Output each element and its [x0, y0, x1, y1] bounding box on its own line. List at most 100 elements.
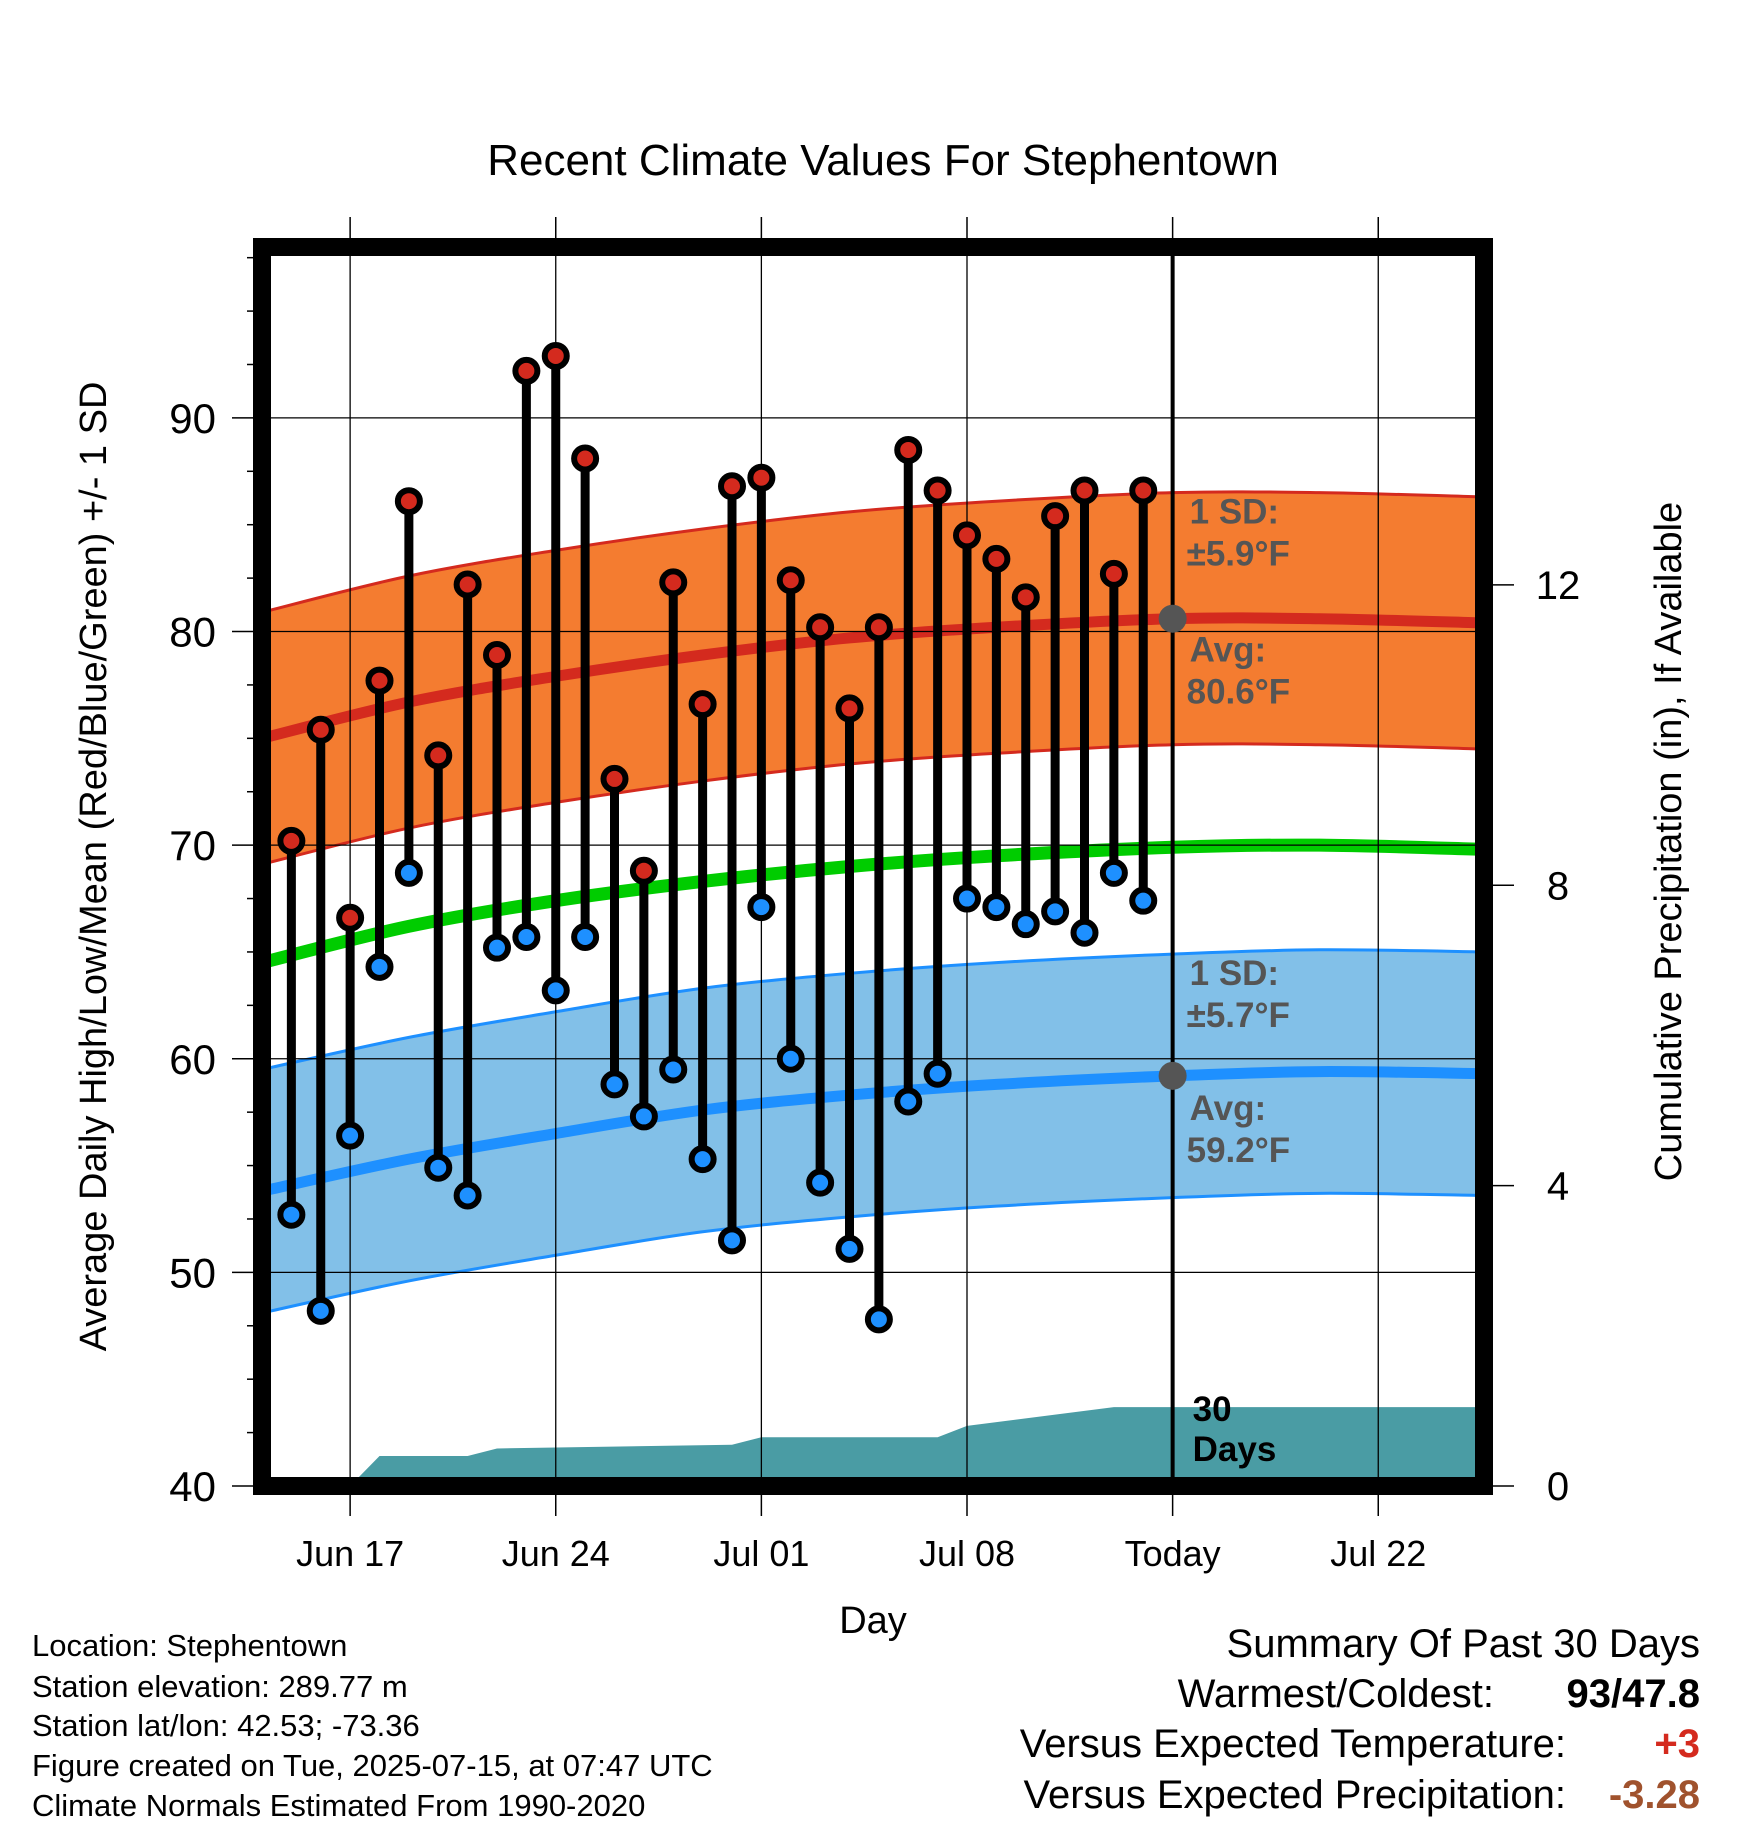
y-tick-label-left: 60: [169, 1036, 216, 1083]
daily-high-point: [659, 568, 688, 597]
daily-low-point: [453, 1181, 482, 1210]
low-avg-annotation-line1: Avg:: [1190, 1089, 1266, 1128]
daily-high-point: [1041, 502, 1070, 531]
temp-vs-expected-label: Versus Expected Temperature:: [1019, 1722, 1566, 1766]
daily-high-point: [835, 694, 864, 723]
precip-days-annotation-line1: 30: [1193, 1390, 1232, 1429]
y-tick-label-right: 12: [1536, 564, 1581, 608]
x-tick-label: Jul 01: [713, 1533, 809, 1574]
daily-high-point: [600, 764, 629, 793]
daily-high-point: [982, 544, 1011, 573]
warmest-coldest-value: 93/47.8: [1566, 1672, 1700, 1716]
y-axis-label-left: Average Daily High/Low/Mean (Red/Blue/Gr…: [73, 382, 115, 1352]
daily-low-point: [776, 1044, 805, 1073]
x-tick-label: Jul 08: [919, 1533, 1015, 1574]
y-tick-label-right: 0: [1547, 1465, 1569, 1509]
daily-low-point: [982, 893, 1011, 922]
daily-low-point: [277, 1200, 306, 1229]
daily-high-point: [306, 715, 335, 744]
daily-high-point: [365, 666, 394, 695]
y-tick-label-right: 4: [1547, 1165, 1569, 1209]
temp-vs-expected-value: +3: [1654, 1722, 1700, 1766]
daily-low-point: [1070, 918, 1099, 947]
precip-days-annotation-line2: Days: [1193, 1430, 1277, 1469]
daily-low-point: [394, 858, 423, 887]
precip-vs-expected-label: Versus Expected Precipitation:: [1023, 1773, 1566, 1817]
y-tick-label-left: 70: [169, 822, 216, 869]
coldest-value: 47.8: [1622, 1672, 1700, 1716]
daily-low-point: [629, 1102, 658, 1131]
daily-low-point: [894, 1087, 923, 1116]
daily-high-point: [277, 826, 306, 855]
x-axis-label: Day: [839, 1600, 907, 1642]
daily-low-point: [512, 922, 541, 951]
high-sd-annotation-line1: 1 SD:: [1190, 493, 1279, 532]
daily-high-point: [629, 856, 658, 885]
low-sd-annotation-line1: 1 SD:: [1190, 954, 1279, 993]
precip-area: [350, 1407, 1484, 1486]
warmest-coldest-label: Warmest/Coldest:: [1177, 1672, 1494, 1716]
daily-high-point: [718, 472, 746, 501]
daily-low-point: [600, 1070, 629, 1099]
daily-high-point: [953, 521, 981, 550]
y-tick-label-left: 40: [169, 1463, 216, 1510]
latlon-text: Station lat/lon: 42.53; -73.36: [32, 1708, 420, 1743]
daily-high-point: [923, 476, 952, 505]
daily-high-point: [394, 487, 423, 516]
low-sd-band: [262, 949, 1484, 1313]
y-tick-label-left: 90: [169, 395, 216, 442]
daily-high-point: [894, 435, 923, 464]
daily-low-point: [1011, 910, 1040, 939]
y-tick-label-left: 80: [169, 609, 216, 656]
daily-high-point: [1099, 559, 1128, 588]
daily-high-point: [336, 903, 365, 932]
mean-normal-line: [262, 838, 1484, 969]
daily-low-point: [1129, 886, 1158, 915]
daily-low-point: [747, 893, 776, 922]
daily-low-point: [953, 884, 981, 913]
summary-title: Summary Of Past 30 Days: [1226, 1622, 1700, 1666]
daily-high-point: [1129, 476, 1158, 505]
daily-low-point: [1099, 858, 1128, 887]
low-avg-annotation-line2: 59.2°F: [1187, 1131, 1291, 1170]
daily-low-point: [365, 952, 394, 981]
daily-low-point: [336, 1121, 365, 1150]
daily-low-point: [571, 922, 600, 951]
x-tick-label: Today: [1125, 1533, 1221, 1574]
y-axis-label-right: Cumulative Precipitation (in), If Availa…: [1648, 502, 1690, 1181]
high-sd-band: [262, 491, 1484, 865]
high-avg-annotation-line2: 80.6°F: [1187, 673, 1291, 712]
y-tick-label-right: 8: [1547, 864, 1569, 908]
x-tick-label: Jun 24: [502, 1533, 610, 1574]
plot-area: [262, 247, 1484, 1486]
daily-low-point: [923, 1059, 952, 1088]
x-tick-label: Jun 17: [296, 1533, 404, 1574]
location-text: Location: Stephentown: [32, 1628, 348, 1663]
low-avg-marker: [1158, 1061, 1187, 1090]
daily-low-point: [659, 1055, 688, 1084]
daily-low-point: [718, 1226, 746, 1255]
created-text: Figure created on Tue, 2025-07-15, at 07…: [32, 1748, 713, 1783]
daily-high-point: [541, 341, 570, 370]
daily-low-point: [306, 1296, 335, 1325]
daily-high-point: [747, 463, 776, 492]
elevation-text: Station elevation: 289.77 m: [32, 1669, 408, 1704]
daily-low-point: [864, 1305, 893, 1334]
daily-low-point: [1041, 897, 1070, 926]
high-avg-annotation-line1: Avg:: [1190, 631, 1266, 670]
daily-low-point: [541, 976, 570, 1005]
daily-high-point: [776, 566, 805, 595]
daily-values: [277, 341, 1158, 1334]
y-tick-label-left: 50: [169, 1249, 216, 1296]
high-avg-marker: [1158, 604, 1187, 633]
high-sd-annotation-line2: ±5.9°F: [1187, 535, 1290, 574]
low-sd-annotation-line2: ±5.7°F: [1187, 996, 1290, 1035]
high-sd-band-upper-edge: [262, 490, 1484, 614]
daily-high-point: [1070, 476, 1099, 505]
precip-vs-expected-value: -3.28: [1608, 1773, 1700, 1817]
daily-high-point: [453, 570, 482, 599]
daily-low-point: [806, 1168, 835, 1197]
daily-low-point: [688, 1145, 717, 1174]
normals-text: Climate Normals Estimated From 1990-2020: [32, 1788, 646, 1823]
